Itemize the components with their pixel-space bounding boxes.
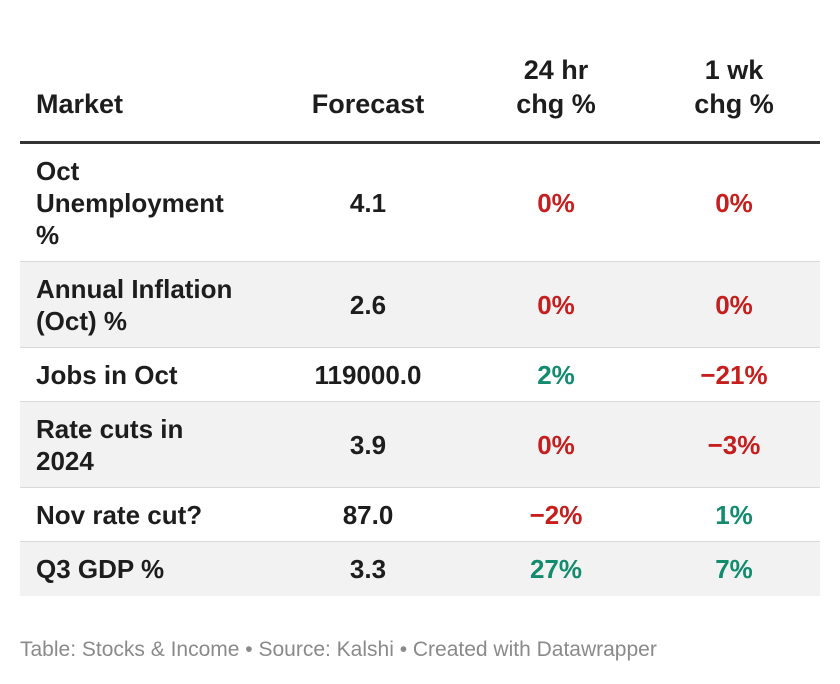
forecast-value: 3.3 <box>349 554 387 584</box>
change-1wk: 0% <box>715 187 753 218</box>
change-24h: 0% <box>537 187 575 218</box>
forecast-value: 119000.0 <box>314 359 422 390</box>
change-24h: −2% <box>529 499 583 530</box>
table-row: Jobs in Oct 119000.0 2% −21% <box>20 348 820 402</box>
market-name: Jobs in Oct <box>36 359 178 390</box>
source-footer: Table: Stocks & Income • Source: Kalshi … <box>20 638 657 661</box>
data-table: Market Forecast 24 hr chg % 1 wk chg % O… <box>20 52 820 596</box>
market-name: Annual Inflation (Oct) % <box>36 273 233 336</box>
forecast-value: 87.0 <box>342 499 394 530</box>
change-1wk: 0% <box>715 289 753 320</box>
change-24h: 2% <box>537 359 575 390</box>
change-1wk: 7% <box>715 554 753 584</box>
table-row: Rate cuts in 2024 3.9 0% −3% <box>20 402 820 488</box>
change-1wk: −3% <box>707 429 761 460</box>
change-24h: 27% <box>529 554 583 584</box>
market-name: Q3 GDP % <box>36 554 165 584</box>
header-market: Market <box>36 89 124 119</box>
table-row: Nov rate cut? 87.0 −2% 1% <box>20 488 820 542</box>
forecast-value: 4.1 <box>349 187 387 218</box>
change-1wk: 1% <box>715 499 753 530</box>
header-1wk-change: 1 wk chg % <box>694 55 774 119</box>
change-24h: 0% <box>537 429 575 460</box>
header-forecast: Forecast <box>311 89 425 119</box>
change-24h: 0% <box>537 289 575 320</box>
market-name: Rate cuts in 2024 <box>36 413 184 476</box>
table-row: Annual Inflation (Oct) % 2.6 0% 0% <box>20 262 820 348</box>
header-24h-change: 24 hr chg % <box>516 55 596 119</box>
forecast-value: 2.6 <box>349 289 387 320</box>
table-row: Q3 GDP % 3.3 27% 7% <box>20 542 820 596</box>
forecast-value: 3.9 <box>349 429 387 460</box>
market-name: Oct Unemployment % <box>36 155 224 250</box>
table-row: Oct Unemployment % 4.1 0% 0% <box>20 144 820 262</box>
market-name: Nov rate cut? <box>36 499 203 530</box>
change-1wk: −21% <box>700 359 768 390</box>
table-header: Market Forecast 24 hr chg % 1 wk chg % <box>20 52 820 144</box>
